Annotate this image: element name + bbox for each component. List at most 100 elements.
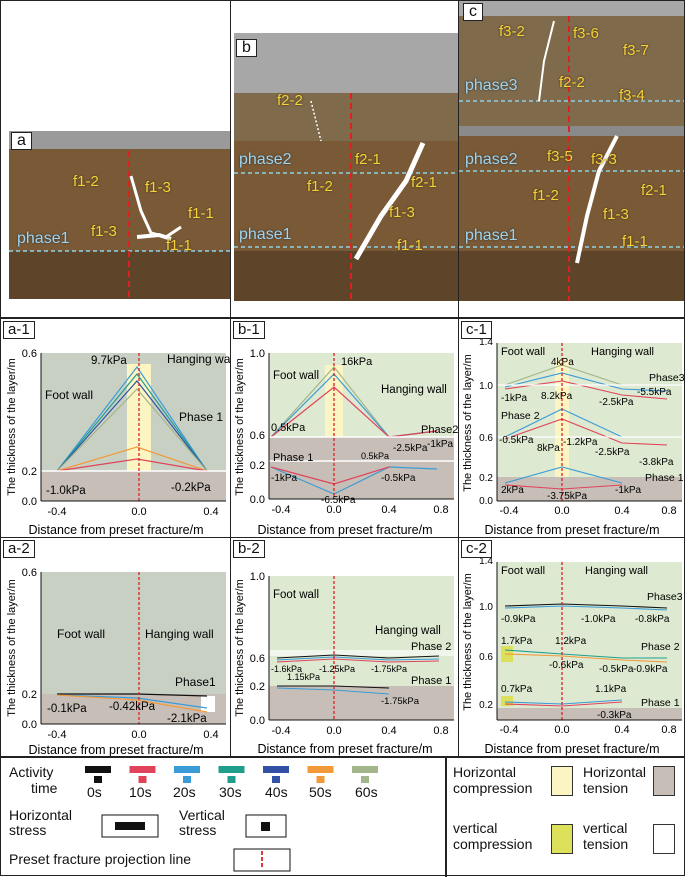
stress-value-label: 16kPa xyxy=(341,356,373,368)
stress-value-label: 1.7kPa xyxy=(501,636,533,647)
tension-band xyxy=(497,477,682,501)
y-tick: 0.6 xyxy=(250,430,265,442)
fracture-line-symbol xyxy=(233,848,291,872)
x-axis-label: Distance from preset fracture/m xyxy=(257,742,432,756)
label-phase3: phase3 xyxy=(465,77,518,94)
stress-value-label: -2.5kPa xyxy=(599,397,634,408)
x-tick: 0.0 xyxy=(131,506,146,518)
label-phase1: phase1 xyxy=(239,226,292,243)
v-compression-marker xyxy=(501,696,513,706)
chart-tag: a-2 xyxy=(3,540,35,558)
stress-profile-lines xyxy=(276,654,440,695)
label-f1-3: f1-3 xyxy=(91,223,117,240)
x-tick: 0.8 xyxy=(661,724,676,736)
label-phase2: phase2 xyxy=(465,151,518,168)
legend-time-label: time xyxy=(31,780,58,796)
x-tick: 0.0 xyxy=(131,729,146,741)
y-tick: 0.2 xyxy=(250,681,265,693)
legend-time-20s: 20s xyxy=(173,784,196,800)
label-f2-2: f2-2 xyxy=(559,74,585,91)
stress-value-label: -2.1kPa xyxy=(167,713,207,725)
foot-wall-label: Foot wall xyxy=(45,388,93,402)
stress-value-label: 2kPa xyxy=(501,485,524,496)
y-tick: 1.0 xyxy=(250,571,265,583)
chart-tag: a-1 xyxy=(3,321,35,339)
label-f3-5: f3-5 xyxy=(547,148,573,165)
stress-value-label: 1.1kPa xyxy=(595,684,627,695)
legend-v-compression: vertical compression xyxy=(453,820,533,852)
x-axis-label: Distance from preset fracture/m xyxy=(28,743,203,757)
stress-value-label: 0.5kPa xyxy=(361,451,389,461)
x-tick: -0.4 xyxy=(48,729,67,741)
label-f2-1: f2-1 xyxy=(641,182,667,199)
y-axis-label: The thickness of the layer/m xyxy=(234,579,246,717)
vertical-stress-symbol xyxy=(245,814,287,838)
stress-value-label: 0.7kPa xyxy=(501,684,533,695)
y-tick: 1.0 xyxy=(479,602,493,613)
time-swatch-h xyxy=(129,766,156,773)
y-axis-label: The thickness of the layer/m xyxy=(6,579,18,717)
foot-wall-label: Foot wall xyxy=(501,565,545,577)
label-phase1: phase1 xyxy=(17,230,70,247)
phase-label: Phase2 xyxy=(421,424,458,436)
photo-a-tag: a xyxy=(11,132,32,150)
tension-band xyxy=(41,471,226,501)
legend-time-10s: 10s xyxy=(129,784,152,800)
y-axis-label: The thickness of the layer/m xyxy=(234,358,246,496)
legend-vertical-stress: Vertical stress xyxy=(179,807,225,838)
label-f1-1: f1-1 xyxy=(166,237,192,254)
stress-value-label: -0.5kPa xyxy=(499,435,534,446)
stress-value-label: -2.5kPa xyxy=(393,443,428,454)
y-tick: 0.2 xyxy=(22,689,37,701)
stress-value-label: -1.6kPa xyxy=(271,664,302,674)
time-swatch-v xyxy=(227,776,236,783)
x-axis-label: Distance from preset fracture/m xyxy=(484,523,659,537)
label-f1-3: f1-3 xyxy=(389,204,415,221)
stress-value-label: -1kPa xyxy=(271,473,298,484)
label-f1-3: f1-3 xyxy=(603,206,629,223)
legend-activity-label: Activity xyxy=(9,764,54,780)
tension-marker xyxy=(201,696,215,712)
legend: Activity time 0s 10s 20s 30s 40s 50s 60s… xyxy=(0,757,685,877)
y-tick: 0.2 xyxy=(479,700,493,711)
y-tick: 1.0 xyxy=(479,381,493,392)
stress-value-label: 8kPa xyxy=(537,443,560,454)
label-f1-1: f1-1 xyxy=(622,233,648,250)
x-tick: 0.8 xyxy=(433,725,448,737)
y-tick: 1.4 xyxy=(479,556,493,567)
time-swatch-h xyxy=(218,766,245,773)
hanging-wall-label: Hanging wall xyxy=(375,625,441,637)
stress-profile-lines xyxy=(56,365,208,472)
x-tick: -0.4 xyxy=(272,504,291,516)
v-compression-swatch xyxy=(551,824,573,854)
stress-value-label: -5.5kPa xyxy=(637,387,672,398)
stress-value-label: -0.6kPa xyxy=(549,660,584,671)
x-tick: 0.8 xyxy=(661,505,676,517)
legend-h-compression: Horizontal compression xyxy=(453,764,533,796)
y-tick: 1.0 xyxy=(250,348,265,360)
x-tick: 0.4 xyxy=(614,505,629,517)
time-swatch-h xyxy=(85,766,111,773)
time-swatch-v xyxy=(94,776,102,783)
phase-label: Phase 2 xyxy=(501,410,540,422)
stress-value-label: 1.15kPa xyxy=(287,672,320,682)
hanging-wall-label: Hanging wall xyxy=(145,627,214,641)
label-phase1: phase1 xyxy=(465,227,518,244)
y-tick: 1.4 xyxy=(479,337,493,348)
plot-background xyxy=(269,353,454,437)
y-tick: 0.0 xyxy=(250,494,265,506)
photo-panel-a: a f1-2 f1-3 f1-1 f1-3 f1-1 phase1 xyxy=(0,0,231,318)
x-tick: -0.4 xyxy=(272,725,291,737)
y-tick: 0.2 xyxy=(479,473,493,484)
label-f3-2: f3-2 xyxy=(499,23,525,40)
x-tick: 0.8 xyxy=(433,504,448,516)
y-axis-label: The thickness of the layer/m xyxy=(462,573,474,711)
stress-value-label: -1.0kPa xyxy=(581,614,616,625)
stress-value-label: -1kPa xyxy=(615,485,642,496)
foot-wall-label: Foot wall xyxy=(273,589,319,601)
chart-panel-a1: a-1 0.6 0.2 0.0 -0.4 0.0 0.4 Distance fr… xyxy=(0,318,231,538)
time-swatch-v xyxy=(361,776,369,783)
time-swatch-v xyxy=(272,776,280,783)
tension-band xyxy=(497,708,682,720)
hanging-wall-label: Hanging wall xyxy=(381,384,447,396)
